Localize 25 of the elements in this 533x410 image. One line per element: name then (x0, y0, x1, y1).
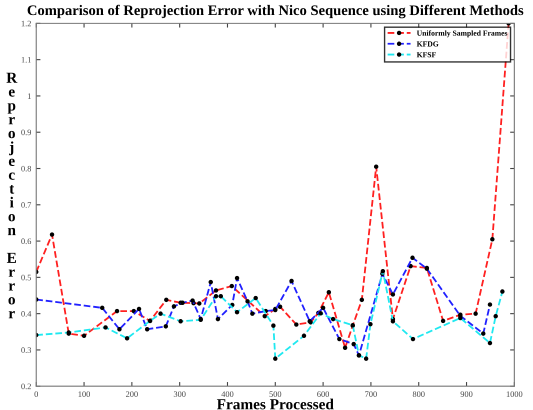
y-tick-label: 0.5 (21, 274, 32, 280)
y-tick-label: 1.1 (22, 57, 31, 63)
x-tick-label: 900 (460, 391, 472, 397)
x-tick-label: 800 (412, 391, 425, 397)
x-tick-label: 0 (34, 391, 38, 397)
x-tick-label: 100 (78, 391, 90, 397)
x-tick-label: 700 (365, 391, 377, 397)
x-tick-label: 600 (317, 391, 330, 397)
x-tick-label: 200 (126, 391, 138, 397)
y-tick-label: 0.9 (21, 130, 32, 136)
x-tick-label: 500 (270, 391, 282, 397)
y-tick-label: 1.2 (22, 20, 31, 26)
y-tick-label: 0.8 (21, 166, 32, 172)
y-tick-label: 0.2 (21, 384, 31, 390)
y-tick-label: 1 (28, 93, 31, 99)
y-tick-label: 0.4 (21, 311, 32, 317)
x-tick-label: 300 (174, 391, 186, 397)
y-tick-label: 0.7 (21, 202, 32, 208)
y-tick-label: 0.6 (21, 238, 32, 244)
chart-title: Comparison of Reprojection Error with Nico Sequence using Different Methods (28, 4, 524, 18)
text: Reprojection Error (6, 72, 18, 318)
x-tick-label: 1000 (506, 391, 522, 397)
y-tick-label: 0.3 (21, 347, 32, 353)
x-axis-title: Frames Processed (216, 398, 334, 410)
x-tick-label: 400 (221, 391, 234, 397)
